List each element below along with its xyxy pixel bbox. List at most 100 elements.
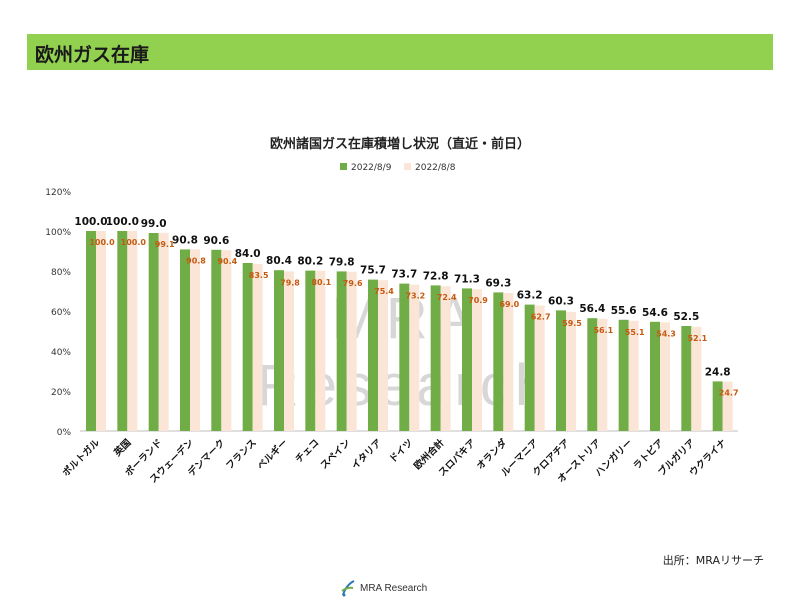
data-label-series-2: 99.1 bbox=[155, 240, 175, 249]
bar-series-2 bbox=[691, 326, 702, 431]
data-label-series-1: 80.2 bbox=[297, 256, 323, 268]
data-label-series-1: 54.6 bbox=[642, 307, 668, 319]
x-tick-label: フランス bbox=[224, 437, 259, 472]
bar-series-2 bbox=[503, 293, 514, 431]
data-label-series-1: 79.8 bbox=[329, 256, 355, 268]
data-label-series-1: 90.6 bbox=[203, 235, 229, 247]
data-label-series-2: 79.8 bbox=[280, 278, 300, 287]
bar-series-1 bbox=[180, 249, 190, 431]
data-label-series-1: 63.2 bbox=[517, 290, 543, 302]
bar-series-2 bbox=[660, 322, 670, 431]
legend-label-series-2: 2022/8/8 bbox=[415, 163, 456, 173]
y-tick-label: 40% bbox=[51, 348, 71, 358]
header-band: 欧州ガス在庫 bbox=[27, 34, 773, 70]
bar-series-2 bbox=[284, 271, 294, 431]
data-label-series-2: 80.1 bbox=[311, 278, 331, 287]
data-label-series-2: 54.3 bbox=[656, 329, 676, 338]
bar-series-2 bbox=[378, 280, 388, 431]
x-tick-label: チェコ bbox=[294, 437, 322, 465]
bar-series-1 bbox=[86, 231, 96, 431]
bar-series-2 bbox=[96, 231, 106, 431]
x-tick-label: ポルトガル bbox=[60, 436, 102, 478]
bar-series-2 bbox=[566, 312, 576, 431]
bar-series-2 bbox=[597, 318, 608, 431]
bar-series-2 bbox=[127, 231, 138, 431]
bar-series-2 bbox=[190, 249, 200, 431]
data-label-series-1: 90.8 bbox=[172, 234, 198, 246]
bar-series-2 bbox=[440, 286, 451, 431]
bar-series-2 bbox=[472, 289, 482, 431]
bar-series-1 bbox=[336, 271, 347, 431]
data-label-series-1: 60.3 bbox=[548, 295, 574, 307]
legend-swatch-series-1 bbox=[340, 163, 347, 170]
x-tick-label: ドイツ bbox=[388, 437, 416, 465]
bar-series-1 bbox=[430, 285, 441, 431]
data-label-series-2: 73.2 bbox=[405, 292, 425, 301]
x-tick-label: 英国 bbox=[112, 437, 134, 459]
data-label-series-2: 55.1 bbox=[625, 328, 645, 337]
bar-series-1 bbox=[148, 233, 159, 431]
bar-series-1 bbox=[305, 270, 316, 431]
data-label-series-1: 55.6 bbox=[611, 305, 637, 317]
data-label-series-2: 59.5 bbox=[562, 319, 582, 328]
logo-text: MRA Research bbox=[360, 582, 428, 594]
chart-title: 欧州諸国ガス在庫積増し状況（直近・前日） bbox=[269, 137, 530, 152]
bar-series-2 bbox=[628, 320, 639, 431]
bar-series-1 bbox=[650, 321, 660, 431]
data-label-series-2: 70.9 bbox=[468, 296, 488, 305]
bar-series-2 bbox=[252, 264, 263, 431]
data-label-series-1: 24.8 bbox=[705, 366, 731, 378]
data-label-series-2: 75.4 bbox=[374, 287, 394, 296]
bar-series-2 bbox=[409, 284, 420, 431]
data-label-series-2: 69.0 bbox=[499, 300, 519, 309]
page-title: 欧州ガス在庫 bbox=[35, 44, 150, 66]
data-label-series-1: 52.5 bbox=[673, 311, 699, 323]
data-label-series-2: 56.1 bbox=[593, 326, 613, 335]
bar-series-2 bbox=[315, 270, 326, 431]
bar-series-1 bbox=[712, 381, 723, 431]
y-tick-label: 0% bbox=[57, 428, 72, 438]
data-label-series-1: 100.0 bbox=[74, 216, 107, 228]
y-tick-label: 60% bbox=[51, 308, 71, 318]
bar-series-1 bbox=[242, 263, 253, 431]
data-label-series-2: 52.1 bbox=[687, 334, 707, 343]
data-label-series-2: 90.4 bbox=[217, 257, 237, 266]
bar-series-1 bbox=[556, 310, 566, 431]
bar-series-1 bbox=[587, 318, 598, 431]
bar-series-1 bbox=[493, 292, 504, 431]
x-tick-label: ベルギー bbox=[255, 437, 290, 472]
data-label-series-1: 84.0 bbox=[235, 248, 261, 260]
data-label-series-1: 100.0 bbox=[106, 216, 139, 228]
data-label-series-1: 71.3 bbox=[454, 273, 480, 285]
source-note: 出所：MRAリサーチ bbox=[662, 554, 764, 567]
x-tick-label: スペイン bbox=[319, 437, 353, 471]
bar-series-1 bbox=[462, 288, 472, 431]
data-label-series-1: 80.4 bbox=[266, 255, 292, 267]
data-label-series-2: 100.0 bbox=[89, 238, 115, 247]
y-tick-label: 120% bbox=[45, 188, 71, 198]
data-label-series-1: 69.3 bbox=[485, 277, 511, 289]
bar-series-2 bbox=[158, 232, 169, 431]
bar-series-1 bbox=[368, 279, 378, 431]
bar-series-1 bbox=[524, 304, 535, 431]
bar-series-2 bbox=[346, 271, 357, 431]
legend-label-series-1: 2022/8/9 bbox=[351, 163, 392, 173]
bar-series-1 bbox=[618, 319, 629, 431]
legend-swatch-series-2 bbox=[404, 163, 411, 170]
data-label-series-2: 62.7 bbox=[531, 313, 551, 322]
bar-series-1 bbox=[117, 231, 128, 431]
y-tick-label: 80% bbox=[51, 268, 71, 278]
data-label-series-2: 79.6 bbox=[343, 279, 363, 288]
x-tick-label: イタリア bbox=[349, 436, 384, 471]
logo-icon bbox=[341, 580, 355, 597]
data-label-series-2: 83.5 bbox=[249, 271, 269, 280]
bar-series-1 bbox=[681, 326, 692, 431]
data-label-series-1: 56.4 bbox=[579, 303, 605, 315]
y-tick-label: 100% bbox=[45, 228, 71, 238]
data-label-series-1: 72.8 bbox=[423, 270, 449, 282]
bar-series-2 bbox=[221, 250, 232, 431]
bar-series-2 bbox=[722, 381, 733, 431]
data-label-series-2: 72.4 bbox=[437, 293, 457, 302]
data-label-series-1: 75.7 bbox=[360, 265, 386, 277]
bar-series-1 bbox=[211, 249, 222, 431]
